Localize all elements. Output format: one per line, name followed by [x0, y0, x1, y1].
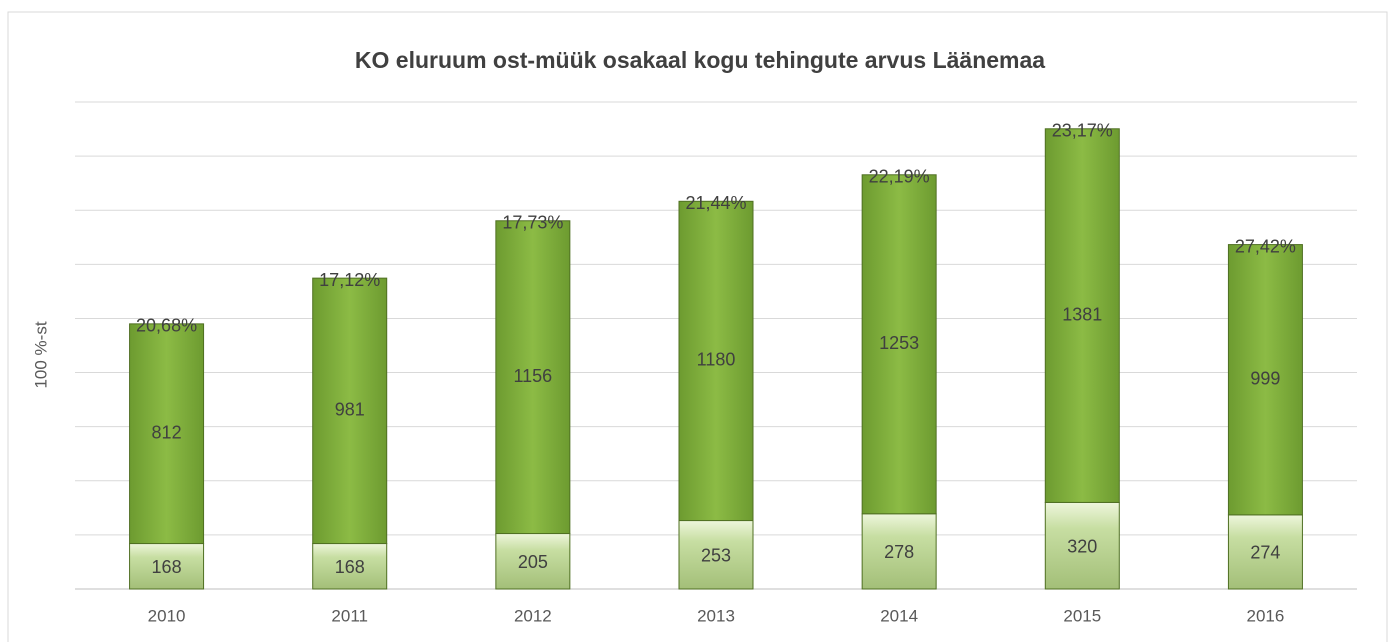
bar-segment	[861, 174, 937, 515]
data-label: 999	[1250, 368, 1280, 388]
x-tick-label: 2016	[1247, 606, 1285, 625]
x-tick-label: 2015	[1063, 606, 1101, 625]
x-tick-label: 2013	[697, 606, 735, 625]
share-label: 23,17%	[1052, 121, 1113, 141]
y-axis-label: 100 %-st	[31, 321, 50, 388]
data-label: 320	[1067, 536, 1097, 556]
x-tick-label: 2011	[331, 606, 368, 625]
data-label: 274	[1250, 543, 1280, 563]
bar-segment	[312, 543, 388, 590]
data-label: 278	[884, 542, 914, 562]
x-tick-label: 2010	[148, 606, 186, 625]
bar-segment	[1044, 128, 1120, 503]
share-label: 22,19%	[869, 167, 930, 187]
share-label: 20,68%	[136, 316, 197, 336]
data-label: 1180	[697, 350, 736, 370]
data-label: 168	[152, 557, 182, 577]
share-label: 17,73%	[502, 213, 563, 233]
bar-segment	[1227, 514, 1303, 590]
share-label: 17,12%	[319, 270, 380, 290]
bar-segment	[861, 513, 937, 590]
data-label: 1156	[513, 366, 552, 386]
bar-segment	[1227, 244, 1303, 516]
share-label: 21,44%	[685, 193, 746, 213]
bar-segment	[678, 200, 754, 522]
x-tick-label: 2014	[880, 606, 918, 625]
bar-segment	[678, 520, 754, 590]
bar-segment	[312, 277, 388, 545]
data-label: 1381	[1062, 304, 1102, 324]
data-label: 981	[335, 400, 365, 420]
bar-segment	[129, 323, 205, 545]
bar-segment	[495, 533, 571, 590]
data-label: 253	[701, 546, 731, 566]
data-label: 1253	[879, 333, 919, 353]
bar-segment	[129, 543, 205, 590]
data-label: 205	[518, 552, 548, 572]
bar-segment	[1044, 501, 1120, 590]
data-label: 812	[152, 422, 182, 442]
bar-segment	[495, 220, 571, 535]
chart-title: KO eluruum ost-müük osakaal kogu tehingu…	[355, 47, 1045, 73]
x-tick-label: 2012	[514, 606, 552, 625]
share-label: 27,42%	[1235, 236, 1296, 256]
data-label: 168	[335, 557, 365, 577]
